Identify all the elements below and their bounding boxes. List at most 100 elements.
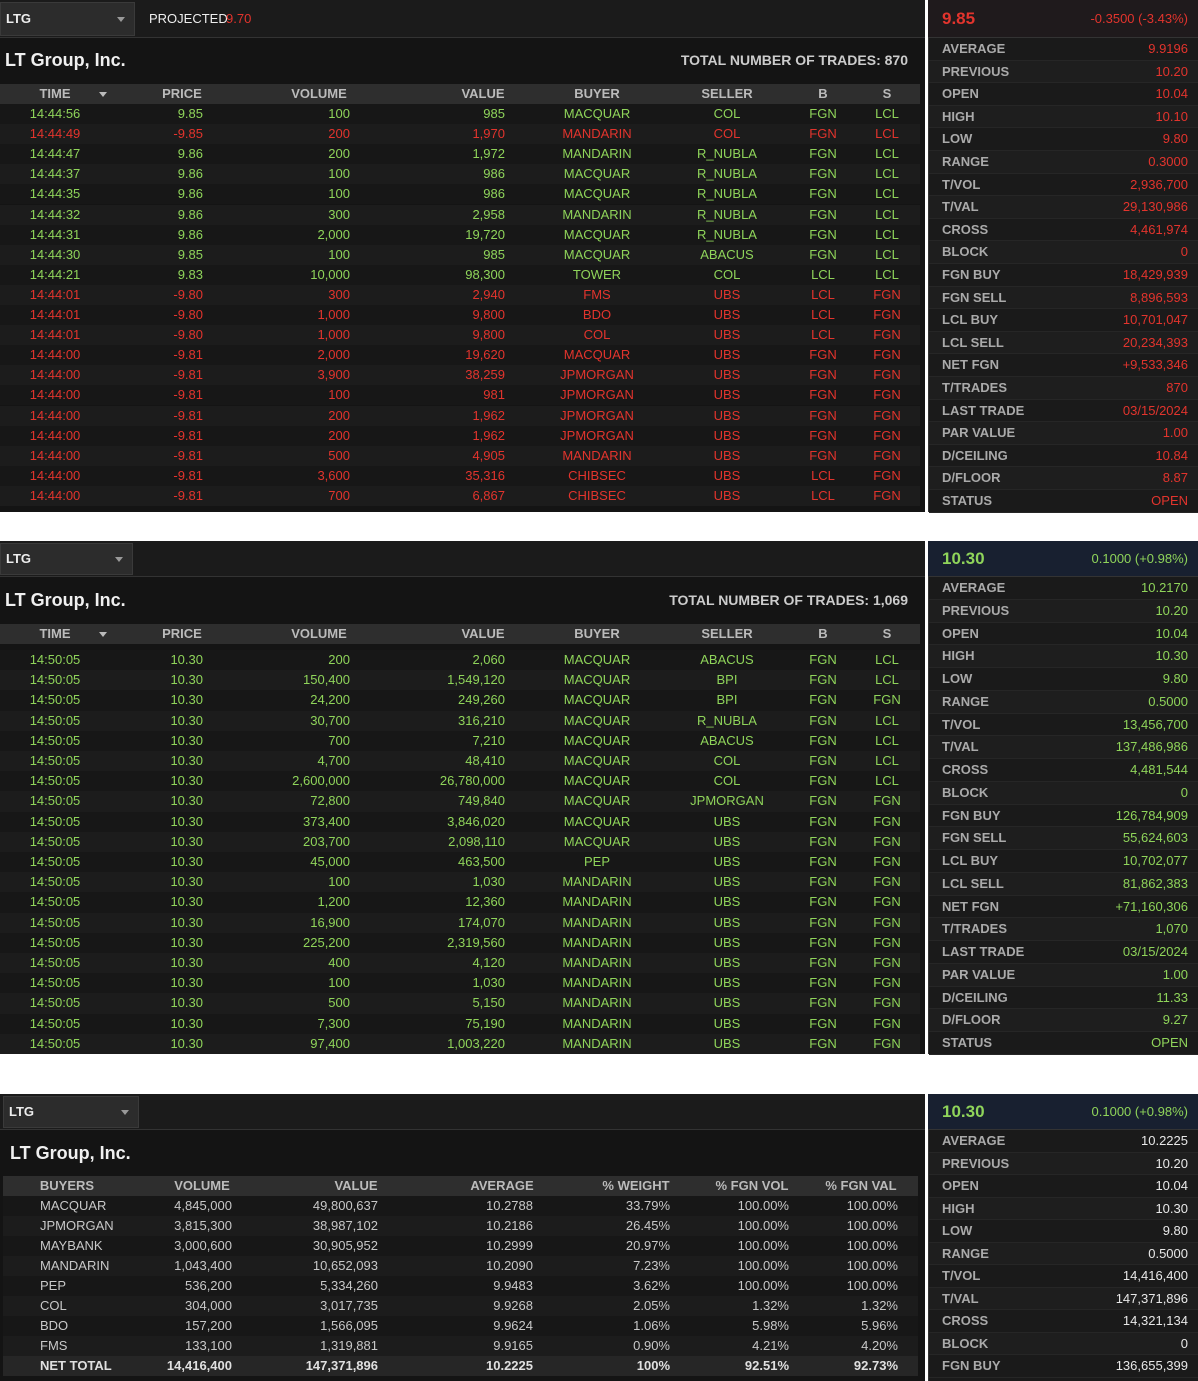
table-cell: FGN <box>809 106 837 121</box>
table-cell: FGN <box>809 166 837 182</box>
table-cell: 16,900 <box>310 914 350 930</box>
stat-row-bg <box>929 827 1198 850</box>
column-header: TIME <box>39 626 71 641</box>
table-cell: 10.2788 <box>486 1198 533 1213</box>
table-cell: 1,566,095 <box>320 1318 378 1333</box>
stat-row-bg <box>929 331 1198 355</box>
table-header-bg <box>3 1176 918 1196</box>
sort-caret <box>99 92 107 97</box>
table-cell: 1,549,120 <box>447 672 505 688</box>
table-cell: 14:44:00 <box>29 347 81 363</box>
table-cell: MACQUAR <box>563 753 631 768</box>
stat-value: 14,416,400 <box>1122 1268 1188 1283</box>
table-cell: FGN <box>809 367 837 383</box>
stat-row-bg <box>929 804 1198 828</box>
table-cell: 2,060 <box>472 652 505 667</box>
table-cell: 1,030 <box>472 975 505 991</box>
table-cell: TOWER <box>572 266 622 282</box>
table-row-bg <box>0 465 920 486</box>
stat-value: 10,702,077 <box>1122 853 1188 868</box>
column-header: % FGN VOL <box>715 1178 789 1193</box>
table-row-bg <box>0 771 920 792</box>
table-cell: 97,400 <box>310 1035 350 1051</box>
table-cell: COL <box>713 106 741 121</box>
table-cell: 10.30 <box>170 813 203 829</box>
table-cell: MANDARIN <box>562 126 632 142</box>
table-cell: R_NUBLA <box>697 166 757 182</box>
table-cell: MANDARIN <box>562 1015 632 1031</box>
table-cell: MACQUAR <box>563 793 631 809</box>
table-cell: 316,210 <box>458 712 505 728</box>
table-cell: 3,600 <box>317 467 350 483</box>
table-cell: JPMORGAN <box>560 367 634 383</box>
table-cell: 5.96% <box>861 1318 898 1333</box>
stat-row-bg <box>929 1175 1198 1198</box>
table-cell: 10.30 <box>170 652 203 667</box>
stat-value: 29,130,986 <box>1122 199 1188 215</box>
table-cell: 100 <box>328 186 350 202</box>
stat-value: 20,234,393 <box>1122 334 1188 350</box>
table-cell: 2.05% <box>633 1298 670 1313</box>
table-cell: 2,000 <box>317 347 350 363</box>
stat-row-bg <box>929 196 1198 219</box>
table-cell: 100.00% <box>846 1218 898 1233</box>
table-cell: 10.30 <box>170 672 203 688</box>
stat-row-bg <box>929 264 1198 287</box>
table-cell: -9.81 <box>173 387 203 403</box>
table-cell: BDO <box>40 1318 69 1333</box>
table-row-bg <box>0 852 920 873</box>
table-cell: 1.06% <box>633 1318 670 1333</box>
table-cell: 1,319,881 <box>320 1338 378 1353</box>
table-row-bg <box>0 892 920 913</box>
column-header: SELLER <box>701 626 753 641</box>
table-cell: 14:44:00 <box>29 487 81 503</box>
symbol-dropdown[interactable] <box>0 2 135 36</box>
stat-label: FGN BUY <box>942 267 1001 282</box>
table-cell: 1.32% <box>861 1298 898 1313</box>
table-cell: 14:44:32 <box>29 206 81 222</box>
stat-label: LOW <box>942 1223 973 1238</box>
table-cell: 9.86 <box>177 226 203 242</box>
table-cell: 5.98% <box>752 1318 789 1333</box>
table-cell: FGN <box>809 955 837 970</box>
stat-row-bg <box>929 241 1198 264</box>
stat-value: 10.84 <box>1155 447 1188 463</box>
table-cell: FGN <box>809 347 837 363</box>
table-cell: 10.30 <box>170 854 203 869</box>
table-cell: MANDARIN <box>562 146 632 162</box>
table-cell: 200 <box>328 652 350 667</box>
table-cell: 4,845,000 <box>174 1198 232 1213</box>
table-cell: 4.20% <box>861 1338 898 1353</box>
table-cell: NET TOTAL <box>40 1358 112 1373</box>
table-row-bg <box>3 1196 918 1216</box>
table-cell: 0.90% <box>633 1338 670 1353</box>
table-cell: FGN <box>809 813 837 829</box>
stat-label: D/FLOOR <box>942 1012 1001 1028</box>
symbol-dropdown[interactable] <box>0 543 133 575</box>
table-cell: 14:50:05 <box>29 793 81 809</box>
table-cell: 9.9624 <box>493 1318 533 1333</box>
table-cell: 981 <box>483 387 505 403</box>
stat-row-bg <box>929 645 1198 668</box>
table-cell: 985 <box>483 246 505 262</box>
table-cell: 48,410 <box>465 753 505 768</box>
stat-value: 1,070 <box>1155 921 1188 937</box>
table-row-bg <box>0 184 920 205</box>
stat-value: 11.33 <box>1156 989 1188 1005</box>
table-cell: FGN <box>873 975 901 991</box>
stat-row-bg <box>929 872 1198 896</box>
table-cell: 9,800 <box>472 327 505 343</box>
stat-row-bg <box>929 309 1198 332</box>
table-cell: 100.00% <box>737 1238 789 1253</box>
table-cell: 19,720 <box>465 226 505 242</box>
table-cell: 14:44:00 <box>29 427 81 443</box>
stat-label: FGN BUY <box>942 1358 1001 1373</box>
table-row-bg <box>0 690 920 711</box>
table-cell: FGN <box>873 387 901 403</box>
symbol-dropdown[interactable] <box>3 1096 139 1128</box>
stat-label: T/VAL <box>942 199 979 215</box>
table-cell: MACQUAR <box>563 712 631 728</box>
table-cell: FGN <box>873 347 901 363</box>
table-cell: UBS <box>713 327 741 343</box>
table-row-bg <box>0 144 920 165</box>
